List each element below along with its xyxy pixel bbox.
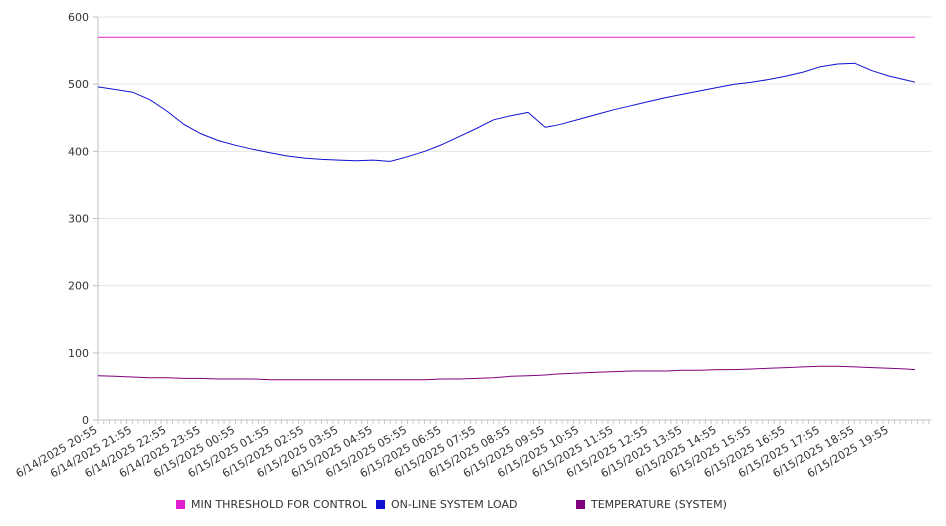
system-load-line <box>97 62 916 162</box>
legend-item-temperature[interactable]: TEMPERATURE (SYSTEM) <box>576 498 727 511</box>
legend-label-temperature: TEMPERATURE (SYSTEM) <box>591 498 727 511</box>
legend-label-min-threshold: MIN THRESHOLD FOR CONTROL <box>191 498 367 511</box>
y-tick-label: 0 <box>82 414 89 427</box>
y-tick-label: 500 <box>68 78 89 91</box>
legend-swatch-system-load <box>376 500 385 509</box>
y-tick-label: 200 <box>68 280 89 293</box>
legend-label-system-load: ON-LINE SYSTEM LOAD <box>391 498 518 511</box>
y-tick-label: 300 <box>68 213 89 226</box>
temperature-line <box>97 365 916 381</box>
grid-lines <box>98 16 931 354</box>
legend: MIN THRESHOLD FOR CONTROL ON-LINE SYSTEM… <box>0 498 946 514</box>
y-tick-label: 600 <box>68 11 89 24</box>
legend-item-system-load[interactable]: ON-LINE SYSTEM LOAD <box>376 498 517 511</box>
y-tick-labels: 0 100 200 300 400 500 600 <box>68 11 89 427</box>
y-tick-label: 100 <box>68 347 89 360</box>
legend-item-min-threshold[interactable]: MIN THRESHOLD FOR CONTROL <box>176 498 367 511</box>
y-tick-label: 400 <box>68 145 89 158</box>
series-lines <box>97 36 916 381</box>
x-tick-labels: 6/14/2025 20:556/14/2025 21:556/14/2025 … <box>14 423 891 480</box>
axes <box>93 16 931 424</box>
legend-swatch-min-threshold <box>176 500 185 509</box>
legend-swatch-temperature <box>576 500 585 509</box>
